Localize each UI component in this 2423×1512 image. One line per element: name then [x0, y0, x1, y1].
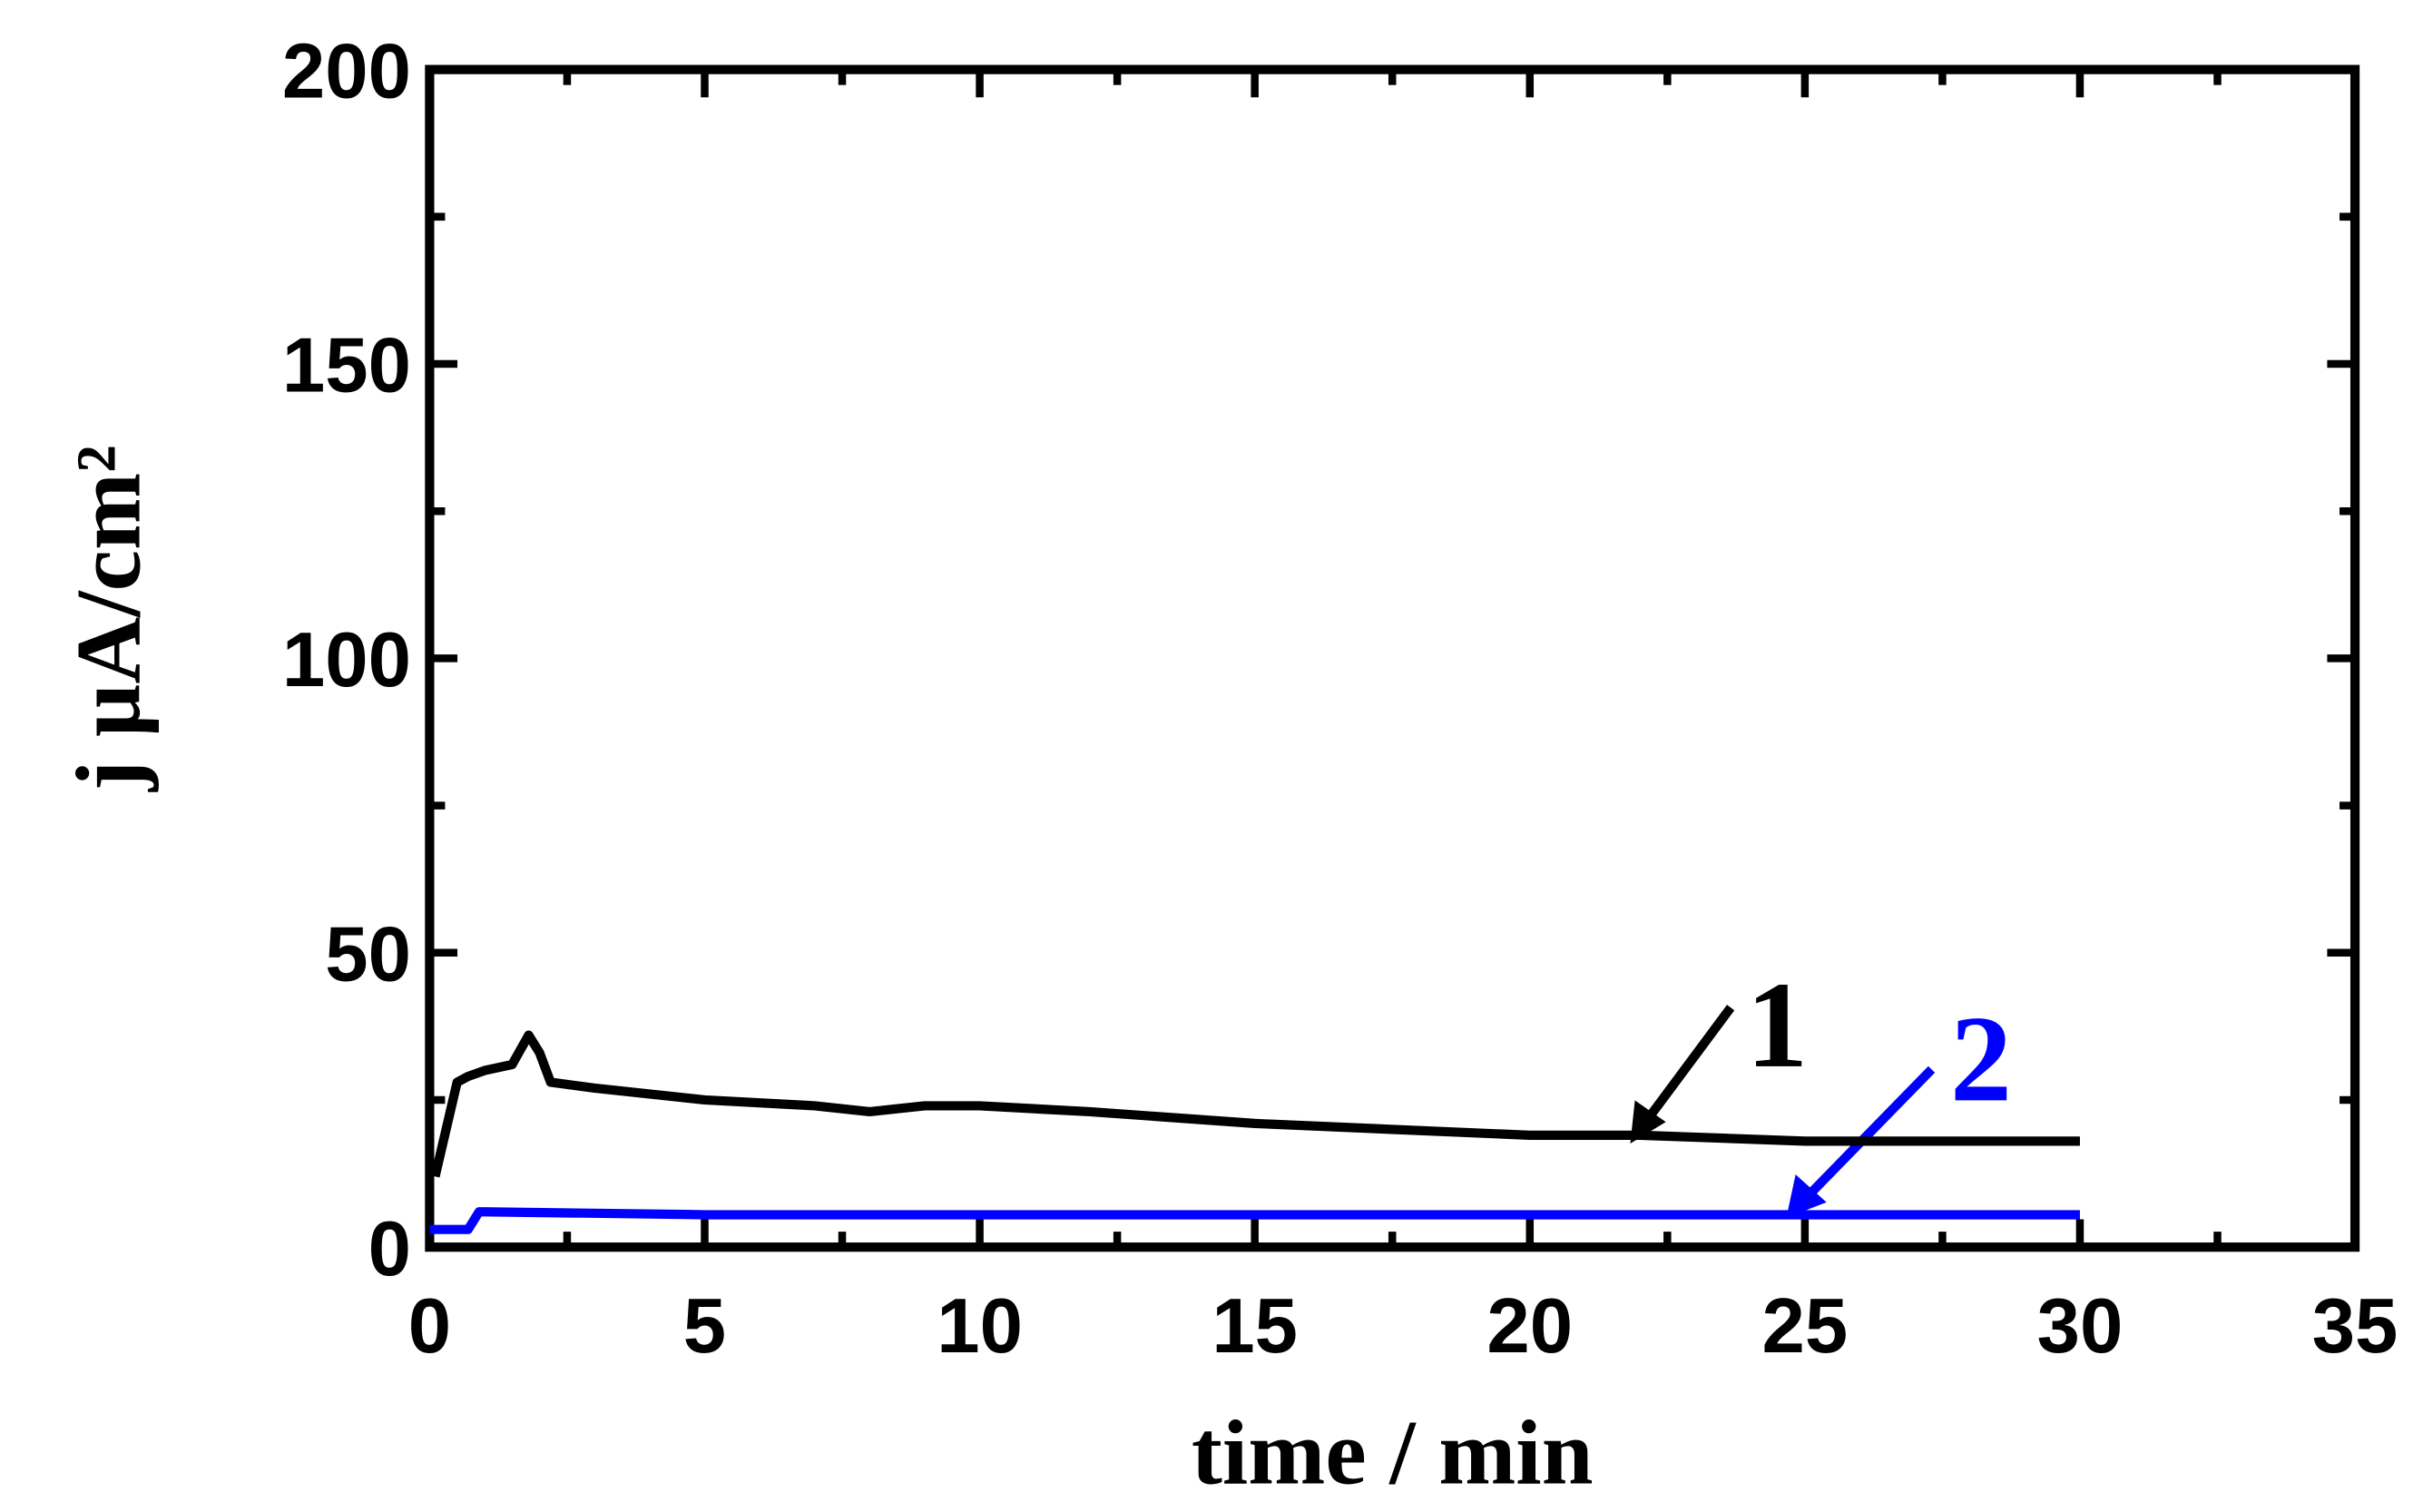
x-tick-label: 10: [937, 1283, 1023, 1370]
x-tick-label: 25: [1762, 1283, 1849, 1370]
series-line: [429, 1207, 2080, 1234]
y-tick-label: 150: [282, 323, 411, 409]
x-tick-label: 35: [2312, 1283, 2398, 1370]
y-axis-label: j µA/cm²: [57, 445, 160, 792]
x-axis-label: time / min: [1192, 1402, 1594, 1505]
x-tick-label: 15: [1212, 1283, 1298, 1370]
x-tick-label: 20: [1486, 1283, 1573, 1370]
y-tick-label: 200: [282, 28, 411, 114]
annotation-arrowhead: [1786, 1174, 1827, 1218]
annotation-arrow: [1637, 1005, 1735, 1132]
x-tick-label: 30: [2037, 1283, 2124, 1370]
series-line: [430, 1030, 2080, 1178]
series-label: 2: [1950, 991, 2012, 1127]
y-tick-label: 0: [368, 1206, 411, 1292]
x-tick-label: 0: [408, 1283, 451, 1370]
y-tick-label: 100: [282, 617, 411, 703]
plot-frame: [425, 64, 2360, 1252]
y-tick-label: 50: [325, 911, 411, 997]
annotation-arrow: [1798, 1065, 1936, 1206]
series-label: 1: [1746, 957, 1808, 1094]
x-tick-label: 5: [683, 1283, 726, 1370]
